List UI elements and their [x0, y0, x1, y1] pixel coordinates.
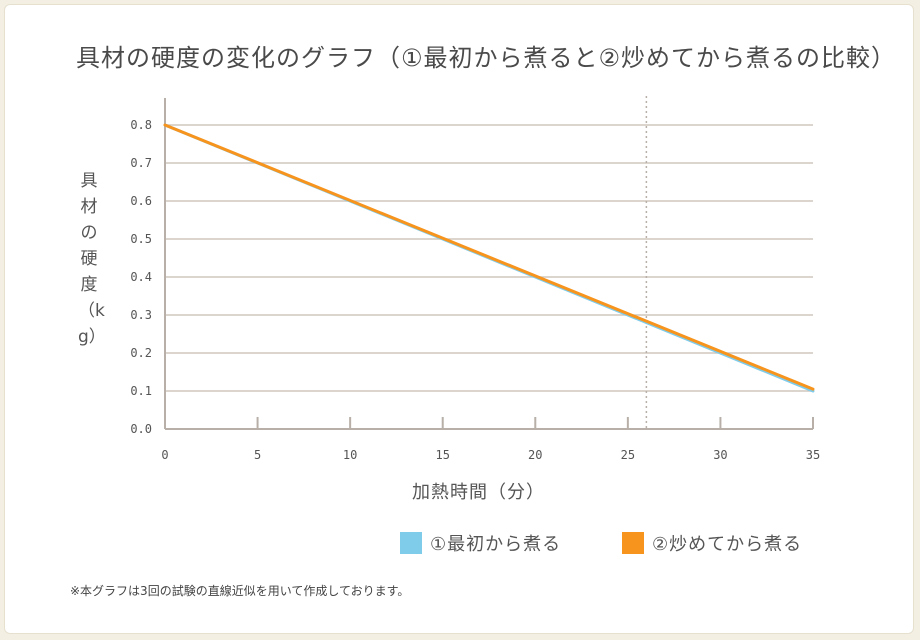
y-tick-label: 0.0 — [130, 422, 152, 436]
chart-card — [4, 4, 914, 634]
legend-item-2: ②炒めてから煮る — [622, 530, 802, 556]
series-lines — [163, 123, 815, 393]
footnote: ※本グラフは3回の試験の直線近似を用いて作成しております。 — [70, 584, 410, 598]
legend-label-1: ①最初から煮る — [430, 534, 562, 555]
x-tick-label: 5 — [254, 448, 261, 462]
x-tick-label: 15 — [435, 448, 449, 462]
series-line-2 — [163, 123, 815, 391]
legend-swatch-2 — [622, 532, 644, 554]
y-tick-label: 0.3 — [130, 308, 152, 322]
y-axis-label: 具材の硬度（kg） — [78, 171, 106, 347]
legend-swatch-1 — [400, 532, 422, 554]
grid-lines — [165, 96, 813, 429]
legend-item-1: ①最初から煮る — [400, 530, 561, 556]
x-tick-label: 0 — [161, 448, 168, 462]
y-tick-label: 0.2 — [130, 346, 152, 360]
x-tick-label: 35 — [806, 448, 820, 462]
axes — [164, 98, 814, 430]
chart-title: 具材の硬度の変化のグラフ（①最初から煮ると②炒めてから煮るの比較） — [76, 44, 897, 72]
x-tick-label: 30 — [713, 448, 727, 462]
legend-label-2: ②炒めてから煮る — [652, 534, 803, 555]
x-tick-label: 10 — [343, 448, 357, 462]
y-tick-label: 0.4 — [130, 270, 152, 284]
y-tick-label: 0.1 — [130, 384, 152, 398]
y-tick-label: 0.5 — [130, 232, 152, 246]
tick-labels: 0.0 0.1 0.2 0.3 0.4 0.5 0.6 0.7 0.8 0 5 10 15 20 25 30 3… — [130, 118, 820, 462]
x-tick-label: 20 — [528, 448, 542, 462]
y-tick-label: 0.6 — [130, 194, 152, 208]
y-tick-label: 0.8 — [130, 118, 152, 132]
y-tick-label: 0.7 — [130, 156, 152, 170]
x-tick-label: 25 — [621, 448, 635, 462]
x-axis-label: 加熱時間（分） — [412, 482, 545, 503]
